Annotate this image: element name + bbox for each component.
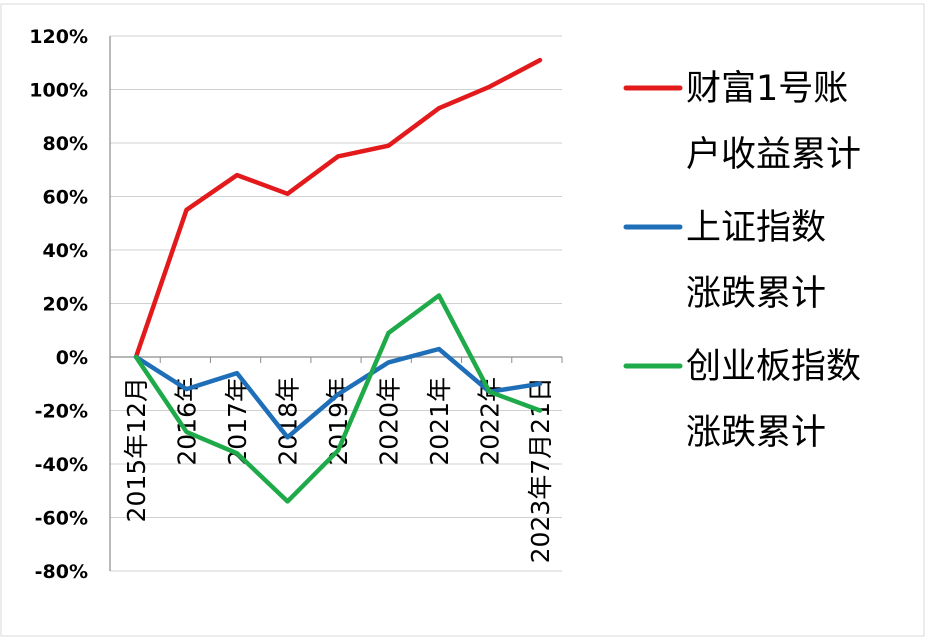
y-tick-label: 120%: [29, 26, 88, 48]
legend-label: 创业板指数: [686, 347, 861, 387]
y-tick-label: -20%: [35, 401, 88, 423]
legend-label: 财富1号账: [686, 69, 848, 109]
legend-label: 涨跌累计: [686, 274, 826, 314]
y-tick-label: 100%: [29, 80, 88, 102]
x-tick-label: 2020年: [375, 377, 404, 466]
y-tick-label: 40%: [43, 240, 88, 262]
x-tick-label: 2018年: [274, 377, 303, 466]
y-tick-label: -40%: [35, 454, 88, 476]
legend-label: 涨跌累计: [686, 413, 826, 453]
series-line-3: [133, 293, 543, 504]
series-line-1: [133, 57, 543, 360]
y-tick-label: -60%: [35, 508, 88, 530]
series-line-2: [133, 346, 543, 440]
y-tick-label: 0%: [56, 347, 88, 369]
legend-label: 上证指数: [686, 208, 826, 248]
x-tick-label: 2015年12月: [122, 377, 151, 522]
series-lines: [133, 57, 543, 504]
y-tick-label: -80%: [35, 561, 88, 583]
x-tick-label: 2021年: [425, 377, 454, 466]
y-tick-label: 20%: [43, 294, 88, 316]
chart-frame: [0, 3, 925, 637]
legend-label: 户收益累计: [686, 135, 861, 175]
y-axis-tick-labels: 120% 100% 80% 60% 40% 20% 0% -20% -40% -60% -80%: [29, 26, 88, 583]
y-tick-label: 60%: [43, 187, 88, 209]
y-tick-label: 80%: [43, 133, 88, 155]
axes: [109, 36, 563, 571]
